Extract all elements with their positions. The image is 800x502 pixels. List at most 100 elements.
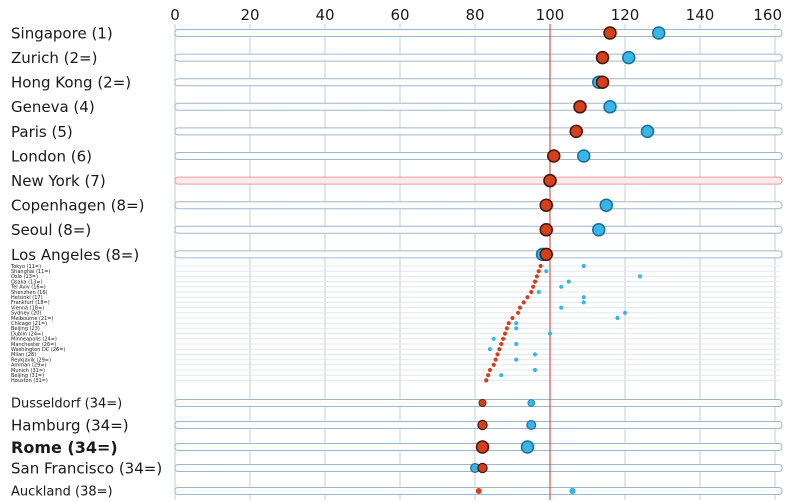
row-guide: [174, 29, 783, 37]
data-point-blue: [544, 269, 549, 274]
row-guide: [174, 152, 783, 160]
data-point-red: [487, 367, 493, 373]
city-label: Dusseldorf (34=): [11, 397, 122, 412]
data-point-blue: [622, 50, 636, 65]
data-point-red: [536, 269, 541, 274]
x-tick-label: 160: [753, 6, 782, 24]
row-guide: [174, 78, 783, 87]
row-guide: [174, 53, 783, 62]
city-label: Auckland (38=): [11, 485, 113, 500]
city-label: Rome (34=): [11, 438, 118, 457]
city-label: Helsinki (17): [11, 295, 43, 301]
city-label: Seoul (8=): [11, 221, 91, 239]
x-tick-label: 120: [611, 6, 640, 24]
city-label: Shenzhen (16): [11, 290, 48, 296]
data-point-blue: [514, 326, 519, 331]
city-label: Milan (28): [11, 352, 36, 358]
data-point-red: [491, 362, 496, 367]
city-label: Amman (29=): [11, 363, 46, 369]
data-point-red: [475, 440, 490, 454]
city-label: San Francisco (34=): [11, 459, 162, 477]
row-guide: [174, 399, 783, 407]
data-point-red: [506, 321, 511, 326]
x-tick-label: 20: [240, 6, 259, 24]
data-point-blue: [603, 100, 617, 114]
data-point-blue: [527, 399, 536, 407]
city-label: Vienna (18=): [11, 305, 44, 311]
data-point-blue: [581, 300, 586, 305]
row-guide: [174, 225, 783, 234]
data-point-blue: [581, 295, 586, 300]
city-label: New York (7): [11, 172, 106, 190]
data-point-blue: [532, 352, 538, 357]
city-label: Oslo (13=): [11, 274, 38, 280]
data-point-red: [543, 173, 557, 188]
city-label: Sydney (20): [11, 311, 41, 317]
data-point-red: [547, 149, 561, 163]
data-point-red: [595, 50, 610, 65]
data-point-red: [477, 462, 488, 474]
city-label: Geneva (4): [11, 98, 95, 116]
city-label: Osaka (13=): [11, 279, 43, 285]
data-point-red: [573, 100, 587, 114]
data-point-blue: [547, 331, 553, 336]
data-point-red: [539, 223, 553, 237]
city-label: Copenhagen (8=): [11, 197, 144, 215]
city-label: Frankfurt (18=): [11, 300, 50, 306]
city-label: Tokyo (11=): [10, 264, 41, 270]
data-point-red: [521, 300, 526, 305]
data-point-red: [525, 295, 530, 300]
city-label: Paris (5): [11, 123, 73, 141]
data-point-red: [477, 419, 488, 431]
data-point-blue: [559, 305, 564, 310]
data-point-blue: [514, 321, 519, 326]
city-label: Melbourne (21=): [11, 316, 53, 322]
x-tick-label: 80: [465, 6, 484, 24]
city-label: Beijing (23): [11, 326, 40, 332]
row-guide: [174, 127, 783, 136]
data-point-blue: [622, 310, 628, 315]
data-point-red: [516, 310, 521, 315]
city-label: Zurich (2=): [11, 49, 97, 67]
data-point-red: [529, 289, 534, 295]
data-point-red: [493, 357, 498, 362]
data-point-red: [569, 124, 583, 139]
city-label: Chicago (21=): [11, 321, 47, 327]
data-point-red: [539, 198, 553, 212]
data-point-blue: [615, 315, 620, 321]
city-label: Shanghai (11=): [11, 269, 50, 275]
data-point-blue: [491, 336, 496, 341]
city-label: Beijing (31=): [11, 373, 44, 379]
data-point-blue: [514, 357, 519, 362]
data-point-red: [486, 373, 491, 378]
data-point-red: [475, 488, 482, 494]
data-point-red: [499, 341, 504, 347]
data-point-red: [478, 398, 487, 407]
data-point-red: [497, 347, 502, 352]
city-label: Reykjavik (29=): [11, 357, 51, 363]
data-point-blue: [569, 487, 576, 495]
data-point-red: [517, 305, 523, 310]
city-label: London (6): [11, 147, 92, 165]
data-point-red: [484, 378, 489, 383]
city-label: Munich (31=): [11, 368, 45, 374]
data-point-red: [501, 336, 506, 341]
row-guide: [174, 102, 783, 111]
data-point-blue: [514, 341, 519, 347]
city-label: Los Angeles (8=): [11, 246, 139, 264]
data-point-blue: [559, 284, 564, 289]
data-point-blue: [640, 124, 655, 139]
data-point-blue: [532, 367, 538, 373]
row-guide: [174, 250, 783, 259]
city-label: Washington DC (26=): [11, 347, 65, 353]
city-label: Houston (31=): [11, 378, 48, 384]
data-point-red: [502, 331, 508, 336]
x-tick-label: 40: [315, 6, 334, 24]
row-guide: [174, 201, 783, 210]
data-point-red: [504, 326, 509, 331]
city-label: Minneapolis (24=): [11, 337, 57, 343]
data-point-blue: [592, 223, 606, 237]
x-tick-label: 100: [536, 6, 565, 24]
data-point-blue: [652, 26, 666, 40]
